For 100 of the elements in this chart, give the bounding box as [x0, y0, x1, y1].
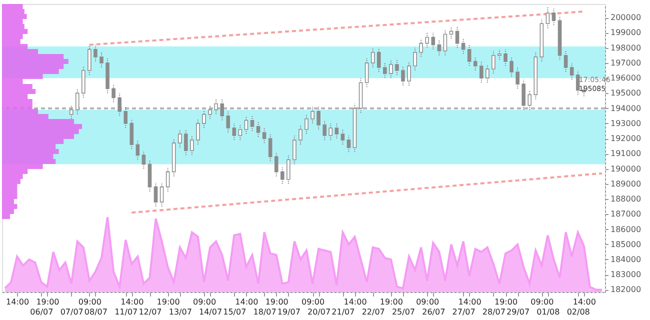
candlestick [383, 62, 387, 79]
x-tick-label: 09:00 [302, 298, 325, 306]
candlestick [226, 110, 230, 134]
candlestick [546, 6, 550, 29]
candlestick [346, 135, 351, 153]
candlestick [461, 38, 466, 54]
candlestick [407, 60, 411, 86]
candlestick [208, 104, 212, 120]
x-tick-label: 19:00 [156, 298, 180, 306]
candlestick [148, 159, 152, 192]
candlestick [376, 47, 381, 73]
x-tick-label: 22/07 [362, 308, 385, 316]
candlestick [250, 115, 254, 132]
y-tick-label: 196000 [610, 74, 642, 83]
x-tick-label: 19:00 [265, 298, 288, 306]
candlestick [401, 65, 405, 86]
x-tick-label: 19:00 [36, 298, 60, 306]
candlestick [328, 122, 333, 141]
y-tick-label: 193000 [610, 118, 642, 128]
candlestick [455, 26, 460, 48]
candlestick [280, 166, 284, 184]
candlestick [516, 66, 520, 90]
y-tick-label: 192000 [610, 134, 642, 144]
x-tick-label: 02/08 [566, 308, 590, 316]
x-tick-label: 15/07 [223, 308, 246, 316]
candlestick [467, 44, 472, 66]
candlestick [88, 44, 92, 76]
candlestick [340, 128, 345, 146]
y-tick-label: 194000 [610, 104, 642, 113]
y-tick-label: 199000 [610, 28, 642, 38]
x-tick-label: 28/07 [482, 308, 506, 316]
candlestick [413, 47, 417, 72]
candlestick [528, 90, 532, 110]
x-tick-label: 14:00 [120, 298, 144, 306]
candlestick [184, 128, 188, 156]
candlestick [238, 124, 242, 141]
candlestick [492, 50, 496, 74]
x-tick-label: 25/07 [392, 308, 416, 316]
x-tick-label: 19:00 [494, 298, 518, 306]
y-tick-label: 185000 [610, 240, 642, 249]
candlestick [443, 29, 448, 56]
candlestick [118, 92, 122, 116]
candlestick [564, 50, 568, 73]
x-tick-label: 21/07 [332, 308, 355, 316]
candlestick [124, 106, 128, 128]
candlestick [100, 52, 104, 68]
x-tick-label: 14/07 [199, 308, 222, 316]
candlestick [389, 59, 393, 79]
y-tick-label: 200000 [610, 13, 642, 22]
y-tick-label: 198000 [610, 43, 642, 52]
x-tick-label: 09:00 [78, 298, 102, 306]
x-tick-label: 29/07 [506, 308, 530, 316]
x-tick-label: 27/07 [452, 308, 476, 316]
candlestick [136, 140, 140, 160]
x-tick-label: 14:00 [6, 298, 30, 306]
candlestick [112, 84, 116, 103]
x-tick-label: 12/07 [138, 308, 162, 316]
candlestick [370, 47, 375, 68]
candlestick [552, 8, 556, 26]
x-tick-label: 19:00 [380, 298, 403, 306]
x-tick-label: 01/08 [536, 308, 560, 316]
y-tick-label: 191000 [610, 149, 642, 158]
candlestick [425, 32, 430, 48]
candlestick [268, 134, 272, 162]
candlestick [504, 48, 508, 66]
y-tick-label: 195000 [610, 88, 642, 98]
candlestick [310, 106, 314, 124]
y-tick-label: 189000 [610, 179, 642, 188]
candlestick [256, 121, 260, 138]
candlestick [286, 154, 290, 184]
candlestick [142, 150, 146, 170]
x-tick-label: 14:00 [458, 298, 482, 306]
candlestick [190, 135, 194, 156]
x-tick-label: 20/07 [308, 308, 331, 316]
y-tick-label: 197000 [610, 58, 642, 68]
candlestick [522, 79, 526, 110]
x-tick-label: 14:00 [235, 298, 258, 306]
candlestick [178, 128, 182, 148]
x-tick-label: 18/07 [253, 308, 276, 316]
candlestick [437, 40, 442, 56]
candlestick [202, 109, 206, 128]
candlestick [334, 122, 339, 140]
candlestick [486, 64, 490, 84]
candlestick [419, 38, 423, 58]
candlestick [292, 135, 296, 165]
y-tick-label: 186000 [610, 224, 642, 234]
candlestick [166, 166, 170, 192]
candlestick [262, 127, 266, 144]
candlestick [69, 104, 74, 120]
candlestick [160, 182, 164, 208]
x-tick-label: 26/07 [422, 308, 446, 316]
x-tick-label: 06/07 [30, 308, 54, 316]
x-tick-label: 13/07 [168, 308, 192, 316]
candlestick [479, 60, 484, 84]
x-tick-label: 11/07 [114, 308, 138, 316]
candlestick [244, 115, 248, 135]
candlestick [576, 70, 580, 96]
candlestick [298, 124, 302, 146]
candlestick [364, 58, 369, 88]
y-tick-label: 183000 [610, 270, 642, 280]
